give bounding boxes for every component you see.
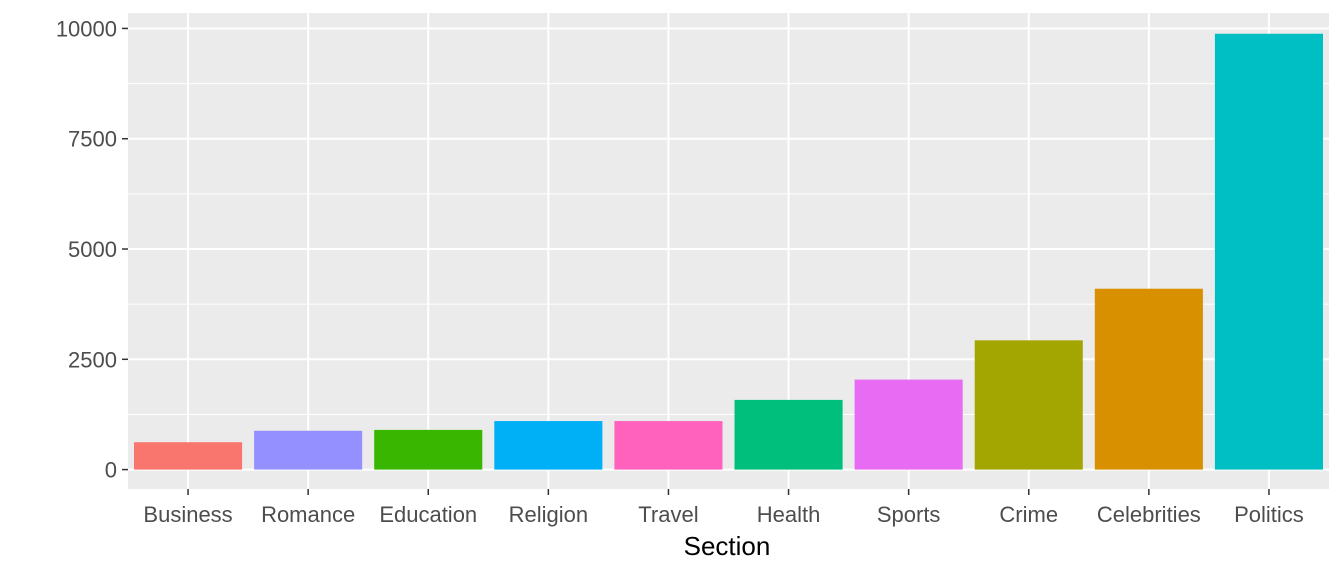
x-axis-ticks: Business Romance Education Religion Travel He… bbox=[143, 489, 1304, 527]
x-tick-label: Travel bbox=[638, 502, 698, 527]
x-tick-label: Health bbox=[757, 502, 821, 527]
bar-celebrities bbox=[1094, 288, 1203, 470]
x-tick-label: Religion bbox=[509, 502, 589, 527]
x-tick-label: Celebrities bbox=[1097, 502, 1201, 527]
bar-sports bbox=[854, 379, 963, 470]
x-tick-label: Politics bbox=[1234, 502, 1304, 527]
y-axis-ticks: 0 2500 5000 7500 10000 bbox=[56, 16, 128, 483]
bar-health bbox=[734, 399, 843, 470]
x-tick-label: Education bbox=[379, 502, 477, 527]
bar-education bbox=[374, 429, 483, 470]
y-tick-label: 0 bbox=[105, 458, 117, 483]
y-tick-label: 10000 bbox=[56, 16, 117, 41]
bar-business bbox=[134, 442, 243, 470]
x-tick-label: Crime bbox=[999, 502, 1058, 527]
y-tick-label: 2500 bbox=[68, 347, 117, 372]
x-tick-label: Romance bbox=[261, 502, 355, 527]
y-tick-label: 7500 bbox=[68, 127, 117, 152]
bar-crime bbox=[974, 340, 1083, 470]
x-tick-label: Business bbox=[143, 502, 232, 527]
x-tick-label: Sports bbox=[877, 502, 941, 527]
bar-travel bbox=[614, 421, 723, 470]
y-tick-label: 5000 bbox=[68, 237, 117, 262]
x-axis-title: Section bbox=[684, 531, 771, 561]
bars bbox=[134, 33, 1323, 470]
bar-romance bbox=[254, 430, 363, 470]
bar-politics bbox=[1214, 33, 1323, 470]
bar-religion bbox=[494, 421, 603, 470]
